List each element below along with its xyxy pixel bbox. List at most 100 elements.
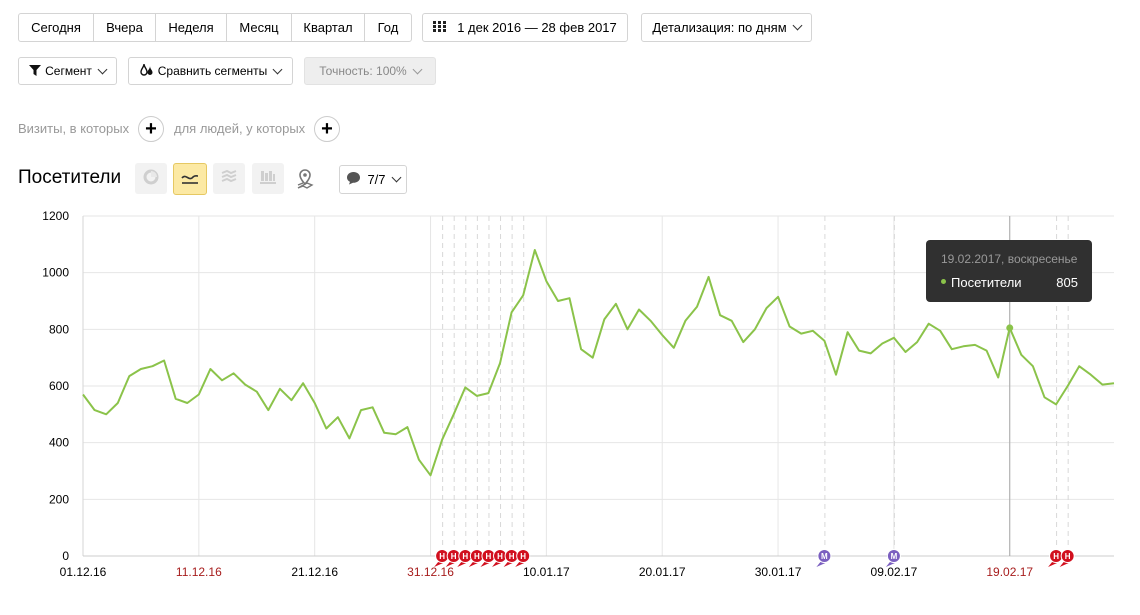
y-tick-label: 0 xyxy=(62,549,69,563)
map-pin-icon xyxy=(296,169,314,192)
annotation-marker-icon: Н xyxy=(434,549,450,567)
annotation-marker-icon: Н xyxy=(445,549,461,567)
annotation-tail xyxy=(1048,562,1058,567)
annotation-bubble xyxy=(817,549,832,563)
period-month-button[interactable]: Месяц xyxy=(227,14,292,41)
annotation-bubble xyxy=(446,549,461,563)
period-selector: Сегодня Вчера Неделя Месяц Квартал Год xyxy=(18,13,412,42)
highlight-point xyxy=(1006,324,1014,332)
y-tick-label: 200 xyxy=(49,492,69,506)
segment-button[interactable]: Сегмент xyxy=(18,57,117,85)
annotation-bubble xyxy=(886,549,901,563)
period-yesterday-button[interactable]: Вчера xyxy=(94,14,156,41)
chevron-down-icon xyxy=(272,64,283,74)
annotation-tail xyxy=(885,562,895,567)
date-range-label: 1 дек 2016 — 28 фев 2017 xyxy=(457,20,617,35)
annotation-marker-icon: Н xyxy=(515,549,531,567)
tooltip-series-name: Посетители xyxy=(951,275,1022,290)
calendar-icon xyxy=(433,20,447,35)
tooltip-date: 19.02.2017, воскресенье xyxy=(941,252,1078,266)
annotation-letter: Н xyxy=(520,552,526,561)
plus-icon: + xyxy=(321,118,333,140)
period-today-button[interactable]: Сегодня xyxy=(19,14,94,41)
y-tick-label: 800 xyxy=(49,322,69,336)
period-quarter-button[interactable]: Квартал xyxy=(292,14,365,41)
bar-chart-button[interactable] xyxy=(252,163,284,194)
line-chart-button[interactable] xyxy=(173,163,207,195)
annotation-tail xyxy=(492,562,502,567)
compare-segments-button[interactable]: Сравнить сегменты xyxy=(128,57,293,85)
chevron-down-icon xyxy=(412,64,423,74)
annotation-letter: Н xyxy=(1053,552,1059,561)
annotation-bubble xyxy=(1060,549,1075,563)
comment-icon xyxy=(346,171,361,188)
pie-chart-icon xyxy=(143,169,159,188)
period-week-button[interactable]: Неделя xyxy=(156,14,227,41)
annotation-bubble xyxy=(1049,549,1064,563)
annotation-tail xyxy=(515,562,525,567)
annotation-marker-icon: Н xyxy=(468,549,484,567)
annotation-bubble xyxy=(481,549,496,563)
add-visit-condition-button[interactable]: + xyxy=(138,116,164,142)
annotation-marker-icon: Н xyxy=(457,549,473,567)
add-people-condition-button[interactable]: + xyxy=(314,116,340,142)
annotation-letter: Н xyxy=(451,552,457,561)
annotation-marker-icon: Н xyxy=(1048,549,1064,567)
annotation-marker-icon: Н xyxy=(492,549,508,567)
chevron-down-icon xyxy=(391,172,401,183)
x-tick-label: 09.02.17 xyxy=(871,565,918,579)
annotation-bubble xyxy=(493,549,508,563)
annotation-letter: Н xyxy=(1065,552,1071,561)
detail-dropdown[interactable]: Детализация: по дням xyxy=(641,13,812,42)
y-tick-label: 600 xyxy=(49,379,69,393)
x-tick-label: 31.12.16 xyxy=(407,565,454,579)
annotations-count: 7/7 xyxy=(367,172,386,187)
annotation-bubble xyxy=(458,549,473,563)
area-chart-button[interactable] xyxy=(213,163,245,194)
annotation-letter: Н xyxy=(497,552,503,561)
x-tick-label: 01.12.16 xyxy=(60,565,107,579)
annotation-tail xyxy=(480,562,490,567)
accuracy-dropdown[interactable]: Точность: 100% xyxy=(304,57,436,85)
annotation-marker-icon: Н xyxy=(1059,549,1075,567)
x-tick-label: 21.12.16 xyxy=(291,565,338,579)
annotation-letter: Н xyxy=(474,552,480,561)
annotation-letter: Н xyxy=(509,552,515,561)
series-dot-icon xyxy=(941,279,946,284)
annotation-tail xyxy=(503,562,513,567)
annotation-tail xyxy=(445,562,455,567)
annotation-letter: Н xyxy=(462,552,468,561)
annotations-dropdown[interactable]: 7/7 xyxy=(339,165,407,194)
y-tick-label: 1000 xyxy=(42,266,69,280)
map-chart-button[interactable] xyxy=(296,169,318,191)
annotation-letter: М xyxy=(821,552,828,561)
y-tick-label: 400 xyxy=(49,436,69,450)
tooltip-value: 805 xyxy=(1056,275,1078,290)
drops-icon xyxy=(140,63,154,79)
pie-chart-button[interactable] xyxy=(135,163,167,194)
annotation-bubble xyxy=(516,549,531,563)
chevron-down-icon xyxy=(792,20,803,31)
annotation-tail xyxy=(816,562,826,567)
annotation-letter: Н xyxy=(439,552,445,561)
annotation-tail xyxy=(457,562,467,567)
people-condition-label: для людей, у которых xyxy=(174,121,306,136)
annotation-tail xyxy=(468,562,478,567)
annotation-letter: М xyxy=(891,552,898,561)
annotation-marker-icon: Н xyxy=(480,549,496,567)
annotation-bubble xyxy=(504,549,519,563)
compare-label: Сравнить сегменты xyxy=(157,64,268,78)
x-tick-label: 11.12.16 xyxy=(176,565,222,579)
y-tick-label: 1200 xyxy=(42,209,69,223)
plus-icon: + xyxy=(145,118,157,140)
chevron-down-icon xyxy=(97,64,108,74)
detail-label: Детализация: по дням xyxy=(652,20,787,35)
annotation-bubble xyxy=(469,549,484,563)
period-year-button[interactable]: Год xyxy=(377,20,399,35)
x-tick-label: 19.02.17 xyxy=(986,565,1033,579)
date-range-button[interactable]: 1 дек 2016 — 28 фев 2017 xyxy=(422,13,628,42)
annotation-letter: Н xyxy=(486,552,492,561)
x-tick-label: 30.01.17 xyxy=(755,565,802,579)
filter-icon xyxy=(29,64,42,79)
